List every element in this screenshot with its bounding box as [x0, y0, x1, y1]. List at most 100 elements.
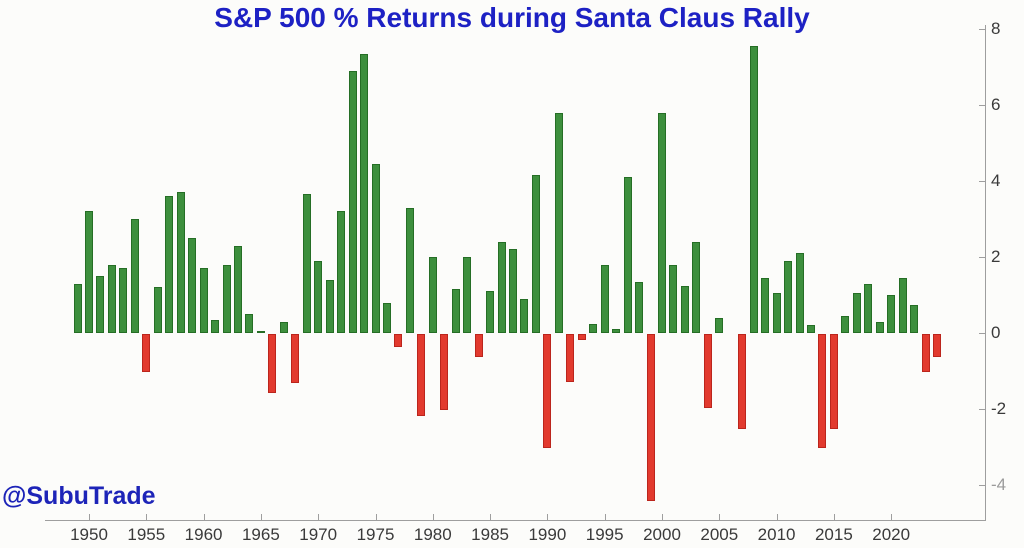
bar-1987	[509, 249, 518, 333]
bar-1949	[73, 283, 82, 333]
bar-1978	[405, 207, 414, 333]
bar-1964	[245, 314, 254, 333]
bar-2008	[749, 46, 758, 333]
bar-2007	[738, 334, 747, 429]
x-tick-1975	[375, 514, 377, 520]
x-tick-label-1995: 1995	[585, 525, 624, 544]
x-tick-1990	[547, 514, 549, 520]
bar-1968	[291, 334, 300, 384]
bar-1995	[600, 264, 609, 333]
y-tick--2	[979, 409, 985, 410]
x-tick-1970	[318, 514, 320, 520]
bar-1971	[325, 279, 334, 333]
bar-1992	[566, 334, 575, 382]
bar-1996	[612, 329, 621, 333]
bar-2004	[703, 334, 712, 409]
chart-title: S&P 500 % Returns during Santa Claus Ral…	[214, 2, 810, 33]
bar-2015	[829, 334, 838, 429]
bar-1993	[577, 334, 586, 340]
bar-1956	[153, 287, 162, 333]
x-tick-1980	[432, 514, 434, 520]
bar-2019	[875, 321, 884, 333]
bar-1977	[394, 334, 403, 348]
bar-1979	[417, 334, 426, 416]
x-tick-1960	[203, 514, 205, 520]
bar-1959	[188, 238, 197, 333]
bar-1975	[371, 163, 380, 333]
y-tick-4	[979, 181, 985, 182]
bar-1990	[543, 334, 552, 448]
bar-1951	[96, 276, 105, 333]
bar-2021	[898, 277, 907, 333]
bar-1961	[211, 319, 220, 333]
bar-1994	[589, 323, 598, 333]
bar-2002	[680, 285, 689, 333]
bar-1962	[222, 264, 231, 333]
x-tick-label-1950: 1950	[70, 525, 108, 544]
bar-1967	[279, 321, 288, 333]
bar-1953	[119, 268, 128, 333]
x-tick-label-1965: 1965	[241, 525, 280, 544]
bar-1966	[268, 334, 277, 393]
bar-1969	[302, 194, 311, 333]
right-spine	[985, 25, 986, 520]
x-tick-label-2005: 2005	[700, 525, 739, 544]
y-tick-8	[979, 29, 985, 30]
bar-1950	[85, 211, 93, 333]
bar-1988	[520, 298, 529, 333]
x-tick-label-1975: 1975	[356, 525, 395, 544]
x-tick-label-2015: 2015	[814, 525, 853, 544]
bar-1984	[474, 334, 483, 357]
bar-1997	[623, 177, 632, 333]
x-tick-label-1990: 1990	[528, 525, 567, 544]
bar-1982	[451, 289, 460, 333]
bar-1985	[486, 291, 495, 333]
x-tick-2000	[662, 514, 663, 520]
bar-2011	[784, 260, 793, 333]
bar-2017	[852, 293, 861, 333]
x-tick-label-1955: 1955	[127, 525, 166, 544]
bar-2001	[669, 264, 678, 333]
x-tick-1950	[89, 514, 90, 520]
bar-2009	[761, 277, 770, 333]
bar-2024	[933, 334, 942, 357]
x-tick-label-2020: 2020	[872, 525, 911, 544]
bar-2020	[887, 295, 896, 333]
bar-2010	[772, 293, 781, 333]
x-tick-2020	[891, 514, 893, 520]
bar-2013	[806, 325, 815, 333]
bar-1999	[646, 334, 655, 502]
bar-1963	[233, 245, 242, 333]
y-tick-label-6: 6	[991, 95, 1001, 114]
y-tick-0	[979, 333, 985, 334]
bar-1972	[337, 211, 346, 333]
bar-1991	[554, 112, 563, 333]
bar-2018	[864, 283, 873, 333]
x-tick-label-2000: 2000	[643, 525, 681, 544]
x-tick-1985	[490, 514, 492, 520]
bar-2022	[910, 304, 919, 333]
bar-2023	[921, 334, 930, 372]
bar-1980	[428, 257, 437, 333]
x-tick-label-1970: 1970	[299, 525, 338, 544]
x-tick-1995	[604, 514, 606, 520]
bar-1973	[348, 70, 357, 333]
bar-1960	[199, 268, 208, 333]
bar-1954	[130, 219, 139, 333]
bar-1998	[635, 281, 644, 333]
x-tick-label-1980: 1980	[413, 525, 452, 544]
bar-1974	[360, 53, 369, 333]
bar-2003	[692, 241, 701, 333]
watermark-handle: @SubuTrade	[2, 482, 156, 510]
bar-2005	[715, 317, 724, 333]
bar-2014	[818, 334, 827, 448]
y-tick-2	[979, 257, 985, 258]
x-tick-1955	[146, 514, 148, 520]
x-tick-1965	[260, 514, 262, 520]
x-tick-label-2010: 2010	[757, 525, 796, 544]
y-tick--4	[979, 485, 985, 486]
bar-1983	[463, 257, 472, 333]
y-tick-label-0: 0	[991, 323, 1001, 342]
bar-1986	[497, 241, 506, 333]
